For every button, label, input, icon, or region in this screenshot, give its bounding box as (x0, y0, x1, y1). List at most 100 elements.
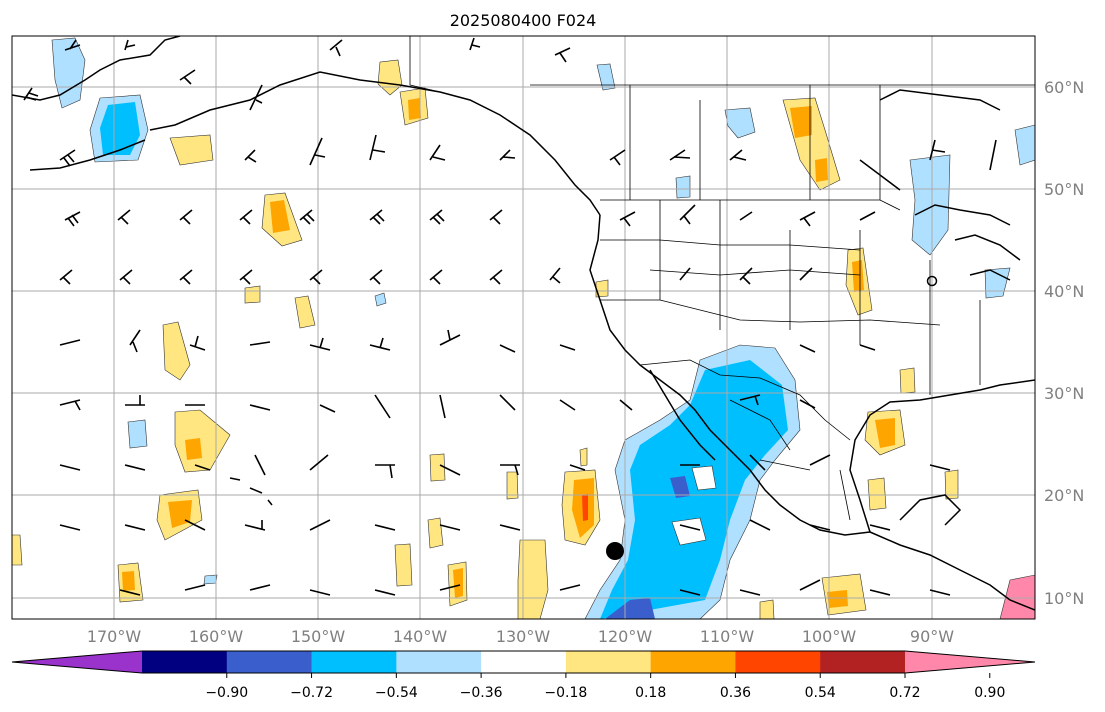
coast-baja (649, 369, 716, 461)
wind-barb (749, 454, 766, 471)
yellow-region-16 (394, 543, 413, 587)
yellow-region-24 (595, 279, 609, 298)
gridlines (12, 36, 1035, 619)
blue-region-bering (51, 37, 86, 109)
lat-label-60n: 60°N (1044, 78, 1084, 97)
wind-barb (239, 209, 253, 225)
wind-barb (64, 39, 81, 51)
wind-barb (799, 344, 816, 353)
blue-region-small-4 (1014, 124, 1035, 166)
wind-barb (369, 269, 383, 285)
wind-barb (374, 589, 396, 596)
wind-barb (739, 267, 753, 285)
yellow-region-8 (162, 321, 191, 381)
wind-barb (799, 267, 813, 281)
colorbar-tick-label: 0.36 (720, 685, 751, 701)
wind-barb (179, 69, 196, 85)
red-region-11 (582, 494, 588, 521)
wind-barb (429, 269, 443, 285)
wind-barb (869, 589, 891, 596)
colorbar-segment (735, 651, 821, 673)
lon-label-140w: 140°W (393, 627, 448, 646)
wind-barb (369, 134, 386, 161)
wind-barb (569, 464, 586, 471)
wind-barb (375, 464, 395, 479)
wind-barb (739, 211, 753, 221)
wind-barb (499, 344, 516, 353)
blue-region-small-8 (374, 292, 387, 307)
wind-barb (439, 464, 461, 476)
yellow-region-21 (867, 477, 887, 511)
map-content (12, 36, 1035, 619)
coast-central-america (869, 531, 1035, 611)
colorbar-extend-max (905, 651, 1035, 673)
wind-barb (929, 464, 951, 471)
pink-region-1 (999, 574, 1035, 619)
wind-barb (189, 335, 206, 351)
wind-barb (319, 404, 336, 413)
lat-label-50n: 50°N (1044, 180, 1084, 199)
wind-barb (799, 579, 821, 591)
colorbar-segment (226, 651, 313, 673)
wind-barb (59, 339, 81, 346)
wind-barb (489, 209, 503, 225)
blue-region-small-3 (909, 154, 951, 256)
wind-barb (679, 589, 701, 596)
coast-alaska (12, 36, 601, 216)
wind-barb (59, 464, 81, 471)
wind-barb (499, 149, 516, 161)
wind-barb (619, 211, 636, 227)
orange-region-14 (453, 568, 463, 598)
wind-barb (429, 209, 445, 225)
wind-barb (244, 149, 257, 163)
yellow-region-25 (244, 285, 261, 304)
lon-label-170w: 170°W (87, 627, 142, 646)
lon-label-110w: 110°W (700, 627, 755, 646)
orange-region-20 (875, 418, 895, 448)
blue-region-small-6 (127, 419, 148, 449)
dark-blue-region-1 (670, 476, 690, 498)
wind-barb (239, 269, 253, 285)
wind-barb (249, 84, 263, 111)
coast-great-lakes (914, 204, 1021, 281)
wind-barb (439, 329, 461, 346)
colorbar-extend-min (12, 651, 142, 673)
yellow-region-23 (899, 367, 916, 394)
wind-barb (799, 399, 816, 409)
wind-barb (989, 139, 997, 171)
colorbar-segment (820, 651, 906, 673)
lat-label-10n: 10°N (1044, 589, 1084, 608)
wind-barb (439, 524, 461, 531)
wind-barb (859, 211, 876, 221)
coast-aleutians (29, 139, 146, 171)
coast-hawaii (229, 477, 273, 506)
wind-barb (309, 454, 329, 471)
wind-barb (254, 454, 266, 476)
colorbar-tick-label: 0.72 (889, 685, 920, 701)
orange-region-4 (270, 200, 290, 233)
wind-barb (739, 394, 761, 406)
wind-barb (64, 211, 81, 227)
wind-barb (59, 399, 81, 411)
wind-barb (609, 149, 626, 166)
wind-barb (929, 589, 951, 596)
wind-barb (309, 589, 331, 596)
colorbar-segment (311, 651, 397, 673)
colorbar-outline (11, 650, 1036, 674)
map-title: 2025080400 F024 (450, 11, 597, 30)
wind-barb (859, 344, 876, 351)
lon-label-150w: 150°W (291, 627, 346, 646)
wind-barb (549, 267, 561, 284)
lat-label-20n: 20°N (1044, 486, 1084, 505)
coast-yucatan (899, 494, 962, 526)
wind-barb (679, 204, 696, 225)
colorbar-segment (396, 651, 482, 673)
wind-barb (179, 209, 193, 225)
wind-barb (469, 37, 481, 51)
storm-center-marker (606, 542, 624, 560)
wind-barb (124, 464, 146, 471)
location-ring-marker (926, 275, 938, 287)
colorbar-tick-label: −0.54 (375, 685, 418, 701)
border-us-mexico (639, 359, 851, 441)
border-mexico-states (729, 399, 851, 521)
